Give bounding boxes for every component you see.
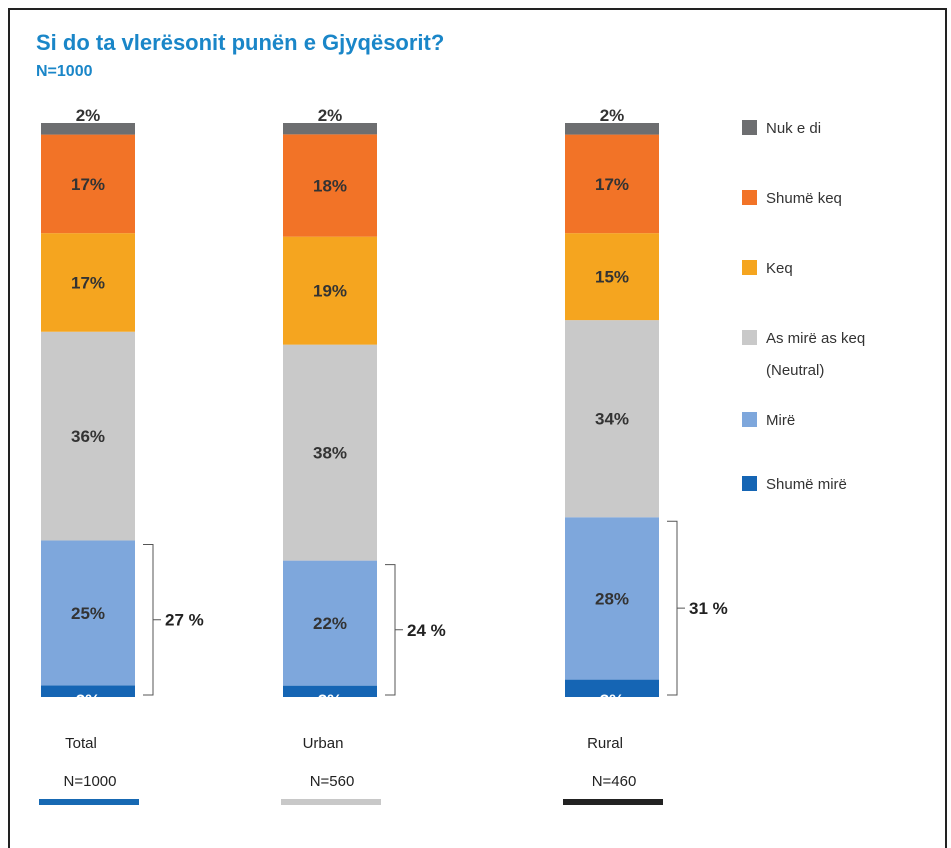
- data-label-urban-3: 19%: [313, 282, 347, 301]
- data-label-total-0: 2%: [76, 691, 101, 710]
- data-label-rural-4: 17%: [595, 175, 629, 194]
- category-label-total: Total: [65, 735, 97, 752]
- data-label-rural-3: 15%: [595, 268, 629, 287]
- legend-label-1: Shumë keq: [766, 190, 842, 207]
- data-label-rural-1: 28%: [595, 589, 629, 608]
- legend-label-3: As mirë as keq: [766, 330, 865, 347]
- legend-label-0: Nuk e di: [766, 120, 821, 137]
- bar-segment-rural-3: [565, 233, 659, 321]
- chart-title: Si do ta vlerësonit punën e Gjyqësorit?: [36, 30, 445, 55]
- legend-label-4: Mirë: [766, 412, 795, 429]
- bar-segment-rural-5: [565, 123, 659, 135]
- legend-label-2: Keq: [766, 260, 793, 277]
- data-label-rural-2: 34%: [595, 410, 629, 429]
- data-label-total-2: 36%: [71, 427, 105, 446]
- legend-swatch-4: [742, 412, 757, 427]
- sample-size-label-total: N=1000: [64, 773, 117, 790]
- legend-label-5: Shumë mirë: [766, 476, 847, 493]
- data-label-total-4: 17%: [71, 175, 105, 194]
- data-label-total-3: 17%: [71, 273, 105, 292]
- data-label-rural-0: 3%: [600, 691, 625, 710]
- chart-subtitle: N=1000: [36, 63, 93, 80]
- bar-segment-urban-4: [283, 134, 377, 237]
- bar-segment-urban-1: [283, 560, 377, 686]
- bar-segment-total-1: [41, 540, 135, 686]
- positive-total-label-total: 27 %: [165, 611, 204, 630]
- data-label-total-1: 25%: [71, 604, 105, 623]
- data-label-urban-0: 2%: [318, 691, 343, 710]
- category-underline-total: [39, 799, 139, 805]
- bracket-rural: [667, 520, 685, 696]
- data-label-urban-4: 18%: [313, 177, 347, 196]
- category-label-rural: Rural: [587, 735, 623, 752]
- bar-segment-rural-1: [565, 517, 659, 680]
- legend-label-3-line2: (Neutral): [766, 362, 824, 379]
- legend-swatch-3: [742, 330, 757, 345]
- bar-segment-total-3: [41, 233, 135, 332]
- bar-segment-total-2: [41, 331, 135, 541]
- bar-segment-rural-4: [565, 134, 659, 234]
- bar-segment-rural-2: [565, 320, 659, 518]
- sample-size-label-urban: N=560: [310, 773, 355, 790]
- data-label-rural-5: 2%: [600, 106, 625, 125]
- category-underline-urban: [281, 799, 381, 805]
- legend-swatch-2: [742, 260, 757, 275]
- bar-segment-total-0: [41, 685, 135, 697]
- bar-segment-total-5: [41, 123, 135, 135]
- chart-frame: [8, 8, 947, 848]
- bar-segment-rural-0: [565, 679, 659, 697]
- legend-swatch-0: [742, 120, 757, 135]
- legend-swatch-1: [742, 190, 757, 205]
- bar-segment-urban-2: [283, 344, 377, 561]
- bar-segment-urban-5: [283, 123, 377, 135]
- data-label-total-5: 2%: [76, 106, 101, 125]
- bracket-urban: [385, 564, 403, 696]
- positive-total-label-urban: 24 %: [407, 621, 446, 640]
- legend-swatch-5: [742, 476, 757, 491]
- category-underline-rural: [563, 799, 663, 805]
- category-label-urban: Urban: [303, 735, 344, 752]
- positive-total-label-rural: 31 %: [689, 599, 728, 618]
- data-label-urban-1: 22%: [313, 614, 347, 633]
- bar-segment-total-4: [41, 134, 135, 234]
- bar-segment-urban-3: [283, 236, 377, 345]
- bar-segment-urban-0: [283, 685, 377, 697]
- data-label-urban-2: 38%: [313, 444, 347, 463]
- sample-size-label-rural: N=460: [592, 773, 637, 790]
- data-label-urban-5: 2%: [318, 106, 343, 125]
- bracket-total: [143, 543, 161, 696]
